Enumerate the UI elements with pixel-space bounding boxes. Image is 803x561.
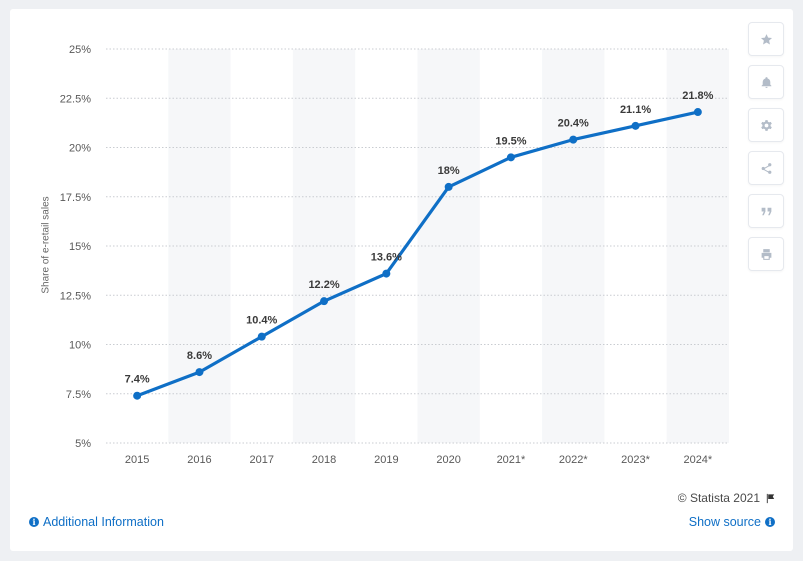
series-line [135, 110, 700, 398]
quote-icon [761, 207, 771, 215]
x-tick-label: 2018 [312, 454, 336, 466]
y-tick-label: 17.5% [60, 192, 91, 204]
gear-icon [760, 119, 772, 131]
print-icon [761, 248, 771, 260]
favorite-button[interactable] [748, 22, 784, 56]
credit-text: © Statista 2021 [677, 491, 760, 505]
additional-information-link[interactable]: i Additional Information [29, 515, 164, 529]
data-point [506, 153, 515, 162]
y-tick-label: 15% [69, 241, 91, 253]
y-tick-label: 22.5% [60, 93, 91, 105]
y-tick-label: 7.5% [66, 389, 91, 401]
info-icon: i [765, 517, 775, 527]
data-point [693, 108, 702, 117]
y-tick-label: 10% [69, 340, 91, 352]
additional-information-label: Additional Information [43, 515, 164, 529]
info-icon: i [29, 517, 39, 527]
data-point [382, 269, 391, 278]
x-tick-label: 2016 [187, 454, 211, 466]
data-point [257, 332, 266, 341]
data-label: 19.5% [495, 135, 526, 147]
y-tick-label: 25% [69, 44, 91, 56]
data-point [444, 182, 453, 191]
column-band [542, 49, 605, 443]
data-point [195, 368, 204, 377]
show-source-label: Show source [688, 515, 761, 529]
flag-icon[interactable] [765, 493, 776, 504]
data-label: 8.6% [187, 350, 212, 362]
share-button[interactable] [748, 151, 784, 185]
x-tick-label: 2020 [436, 454, 460, 466]
cite-button[interactable] [748, 194, 784, 228]
data-label: 20.4% [558, 118, 589, 130]
chart-card [10, 9, 793, 551]
data-label: 18% [438, 165, 460, 177]
print-button[interactable] [748, 237, 784, 271]
column-band [168, 49, 231, 443]
data-point [133, 391, 142, 400]
y-tick-label: 5% [75, 438, 91, 450]
column-band [417, 49, 480, 443]
y-tick-label: 20% [69, 143, 91, 155]
data-label: 10.4% [246, 315, 277, 327]
data-point [320, 297, 329, 306]
x-tick-label: 2015 [125, 454, 149, 466]
data-label: 21.1% [620, 104, 651, 116]
chart-toolbar [748, 22, 784, 271]
y-tick-label: 12.5% [60, 290, 91, 302]
x-tick-label: 2019 [374, 454, 398, 466]
data-label: 12.2% [308, 279, 339, 291]
show-source-link[interactable]: Show source i [689, 515, 775, 529]
x-tick-label: 2022* [559, 454, 588, 466]
star-icon [760, 33, 772, 44]
y-axis-label: Share of e-retail sales [40, 196, 52, 294]
x-tick-label: 2017 [250, 454, 274, 466]
x-tick-label: 2023* [621, 454, 650, 466]
x-tick-label: 2024* [683, 454, 712, 466]
data-label: 13.6% [371, 252, 402, 264]
settings-button[interactable] [748, 108, 784, 142]
share-icon [761, 162, 771, 174]
notification-button[interactable] [748, 65, 784, 99]
bell-icon [761, 76, 771, 88]
data-label: 7.4% [125, 374, 150, 386]
data-point [631, 121, 640, 130]
statista-credit: © Statista 2021 [678, 491, 776, 505]
x-tick-label: 2021* [497, 454, 526, 466]
data-label: 21.8% [682, 90, 713, 102]
data-point [569, 135, 578, 144]
